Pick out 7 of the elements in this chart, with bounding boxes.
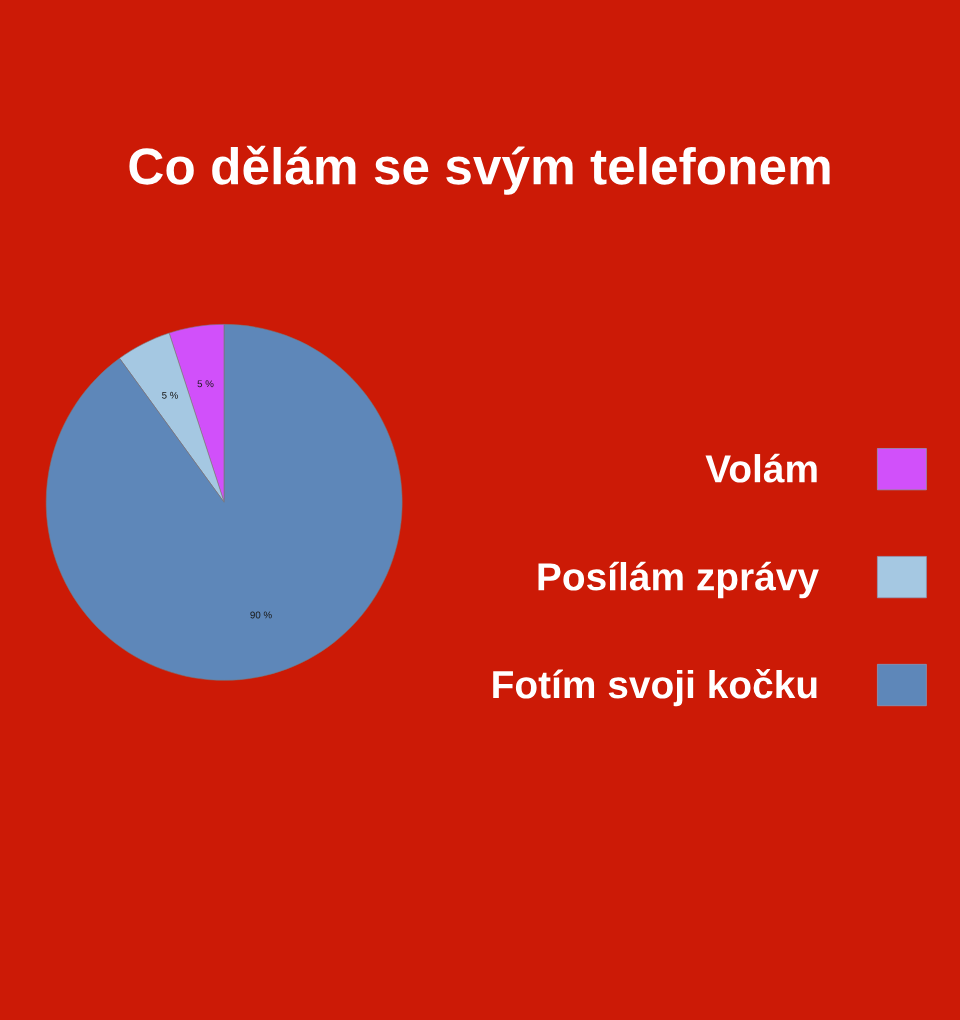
- legend-label: Posílám zprávy: [538, 561, 819, 599]
- legend-label: Volám: [705, 453, 817, 483]
- data-label: 5 %: [197, 380, 214, 388]
- chart-title: Co dělám se svým telefonem: [129, 145, 830, 195]
- data-label: 90 %: [250, 611, 272, 619]
- legend-label: Fotím svoji kočku: [493, 669, 817, 707]
- data-label: 5 %: [162, 391, 179, 399]
